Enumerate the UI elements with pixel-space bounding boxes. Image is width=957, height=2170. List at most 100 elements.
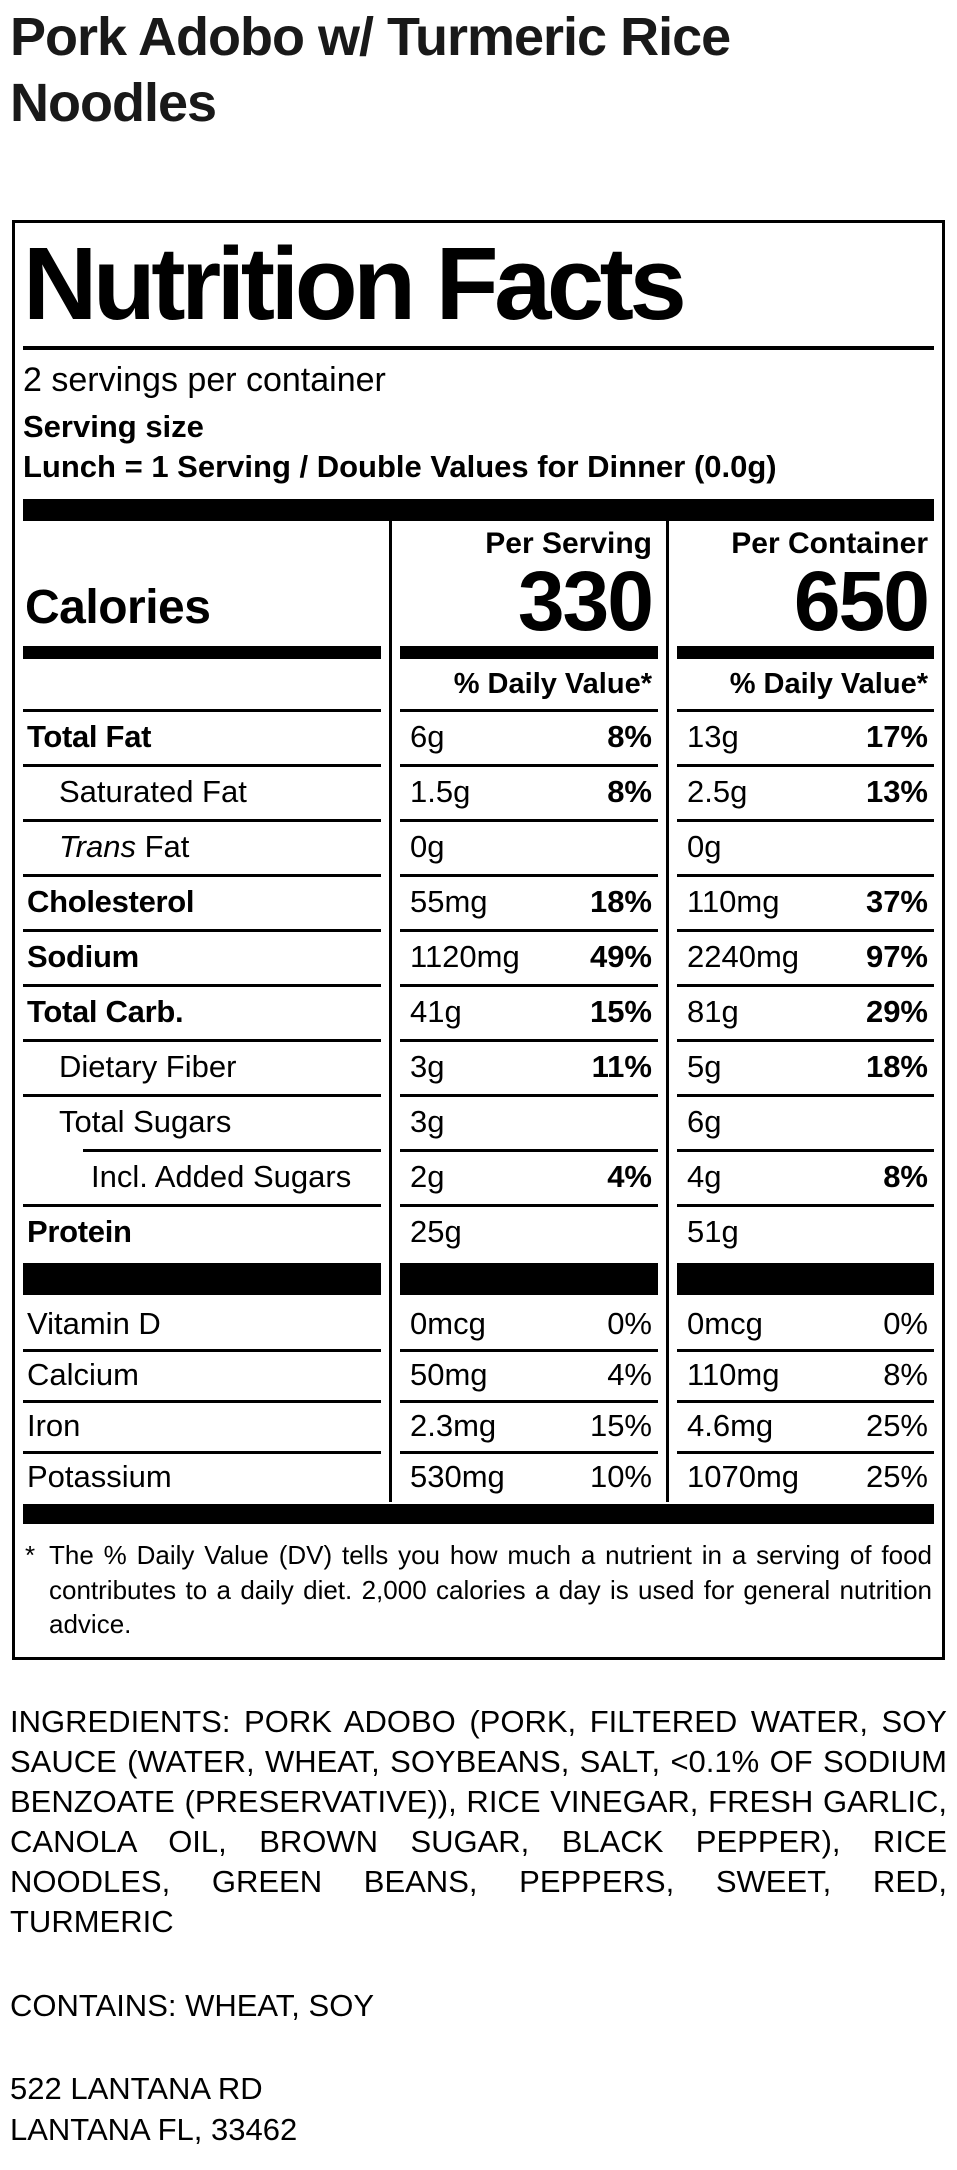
nutrient-name-cell: Total Fat <box>23 709 381 764</box>
calories-per-serving-cell: Per Serving 330 <box>400 527 658 648</box>
nutrient-dv-per-container: 17% <box>865 718 928 754</box>
nutrient-name-cell: Cholesterol <box>23 874 381 929</box>
nutrient-name: Calcium <box>27 1356 139 1392</box>
per-container-cell: 2.5g 13% <box>677 764 934 819</box>
nutrient-amount-per-serving: 41g <box>410 993 462 1029</box>
nutrient-dv-per-container: 13% <box>865 773 928 809</box>
per-serving-cell: 25g <box>400 1204 658 1259</box>
serving-size-value: Lunch = 1 Serving / Double Values for Di… <box>23 448 777 484</box>
per-container-cell: 2240mg 97% <box>677 929 934 984</box>
nutrient-dv-per-serving: 49% <box>589 938 652 974</box>
per-container-cell: 13g 17% <box>677 709 934 764</box>
per-container-cell: 4g 8% <box>677 1149 934 1204</box>
nutrient-amount-per-serving: 1.5g <box>410 773 471 809</box>
nutrient-name: Vitamin D <box>27 1305 161 1341</box>
address-line-2: LANTANA FL, 33462 <box>10 2112 298 2148</box>
nutrient-row: Protein 25g 51g <box>23 1204 934 1259</box>
nutrient-amount-per-container: 110mg <box>687 1356 780 1392</box>
nutrient-dv-per-serving: 11% <box>591 1048 652 1084</box>
nutrient-name: Potassium <box>27 1458 172 1494</box>
nutrient-amount-per-serving: 2.3mg <box>410 1407 497 1443</box>
nutrient-row: Total Fat 6g 8% 13g 17% <box>23 709 934 764</box>
nutrient-dv-per-serving: 18% <box>589 883 652 919</box>
nutrient-name-cell: Calcium <box>23 1349 381 1400</box>
nutrient-amount-per-container: 6g <box>687 1103 722 1139</box>
nutrient-row: Saturated Fat 1.5g 8% 2.5g 13% <box>23 764 934 819</box>
calories-underline-serving <box>400 646 658 660</box>
calories-label: Calories <box>25 581 211 635</box>
nutrient-dv-per-serving: 0% <box>607 1305 652 1341</box>
nutrient-amount-per-container: 0g <box>687 828 722 864</box>
nutrient-amount-per-container: 4.6mg <box>687 1407 774 1443</box>
nutrient-amount-per-serving: 50mg <box>410 1356 488 1392</box>
nutrient-name: Iron <box>27 1407 81 1443</box>
per-container-cell: 4.6mg 25% <box>677 1400 934 1451</box>
nutrient-dv-per-serving: 4% <box>607 1356 652 1392</box>
calories-per-container-cell: Per Container 650 <box>677 527 934 648</box>
nutrient-name: Dietary Fiber <box>59 1048 237 1084</box>
per-serving-cell: 3g <box>400 1094 658 1149</box>
per-container-cell: 81g 29% <box>677 984 934 1039</box>
thick-separator-bar-top <box>23 499 934 522</box>
nutrient-amount-per-container: 1070mg <box>687 1458 800 1494</box>
nutrient-row: Iron 2.3mg 15% 4.6mg 25% <box>23 1400 934 1451</box>
nutrient-dv-per-container: 29% <box>865 993 928 1029</box>
nutrient-dv-per-container: 97% <box>865 938 928 974</box>
header-rule <box>23 346 934 351</box>
nutrient-name: Total Fat <box>27 718 152 754</box>
nutrient-name: Trans Fat <box>59 828 190 864</box>
nutrient-name-cell: Sodium <box>23 929 381 984</box>
nutrient-amount-per-container: 2240mg <box>687 938 800 974</box>
calories-per-serving-value: 330 <box>517 553 654 648</box>
nutrient-name-cell: Vitamin D <box>23 1298 381 1349</box>
nutrient-amount-per-serving: 0mcg <box>410 1305 486 1341</box>
per-container-cell: 51g <box>677 1204 934 1259</box>
nutrient-row: Total Sugars 3g 6g <box>23 1094 934 1149</box>
manufacturer-address: 522 LANTANA RD LANTANA FL, 33462 <box>10 2068 947 2150</box>
nutrient-amount-per-container: 110mg <box>687 883 780 919</box>
nutrient-amount-per-serving: 25g <box>410 1213 462 1249</box>
nutrient-amount-per-container: 0mcg <box>687 1305 763 1341</box>
nutrient-name: Total Carb. <box>27 993 184 1029</box>
vitamin-mineral-rows: Vitamin D 0mcg 0% 0mcg 0% Calcium 50mg 4… <box>23 1298 934 1502</box>
nutrient-dv-per-container: 25% <box>865 1407 928 1443</box>
daily-value-header-serving: % Daily Value* <box>453 667 652 700</box>
product-title: Pork Adobo w/ Turmeric Rice Noodles <box>10 7 731 133</box>
nutrient-amount-per-container: 4g <box>687 1158 722 1194</box>
per-container-cell: 110mg 8% <box>677 1349 934 1400</box>
per-serving-cell: 0mcg 0% <box>400 1298 658 1349</box>
footnote-text: The % Daily Value (DV) tells you how muc… <box>49 1540 932 1640</box>
nutrient-dv-per-container: 25% <box>865 1458 928 1494</box>
calories-per-container-value: 650 <box>793 553 930 648</box>
per-serving-cell: 530mg 10% <box>400 1451 658 1502</box>
nutrient-amount-per-container: 81g <box>687 993 739 1029</box>
nutrient-name-cell: Total Carb. <box>23 984 381 1039</box>
nutrient-row: Incl. Added Sugars 2g 4% 4g 8% <box>23 1149 934 1204</box>
nutrition-facts-title: Nutrition Facts <box>23 231 687 337</box>
daily-value-header-row: % Daily Value* % Daily Value* <box>23 659 934 709</box>
nutrient-dv-per-serving: 8% <box>607 718 652 754</box>
main-nutrient-rows: Total Fat 6g 8% 13g 17% Saturated Fat 1.… <box>23 709 934 1259</box>
per-serving-cell: 1.5g 8% <box>400 764 658 819</box>
product-label-page: Pork Adobo w/ Turmeric Rice Noodles Nutr… <box>0 4 957 2170</box>
nutrient-name-cell: Iron <box>23 1400 381 1451</box>
nutrient-amount-per-serving: 3g <box>410 1103 445 1139</box>
calories-underline-row <box>23 641 934 660</box>
per-serving-cell: 1120mg 49% <box>400 929 658 984</box>
nutrient-name-cell: Incl. Added Sugars <box>23 1149 381 1204</box>
nutrient-dv-per-container: 0% <box>883 1305 928 1341</box>
nutrient-dv-per-serving: 15% <box>589 993 652 1029</box>
per-container-cell: 110mg 37% <box>677 874 934 929</box>
nutrient-amount-per-container: 2.5g <box>687 773 748 809</box>
nutrient-amount-per-serving: 2g <box>410 1158 445 1194</box>
servings-per-container: 2 servings per container <box>23 361 386 400</box>
nutrient-amount-per-serving: 0g <box>410 828 445 864</box>
nutrient-name: Cholesterol <box>27 883 195 919</box>
per-container-header: Per Container <box>731 527 928 561</box>
footnote-asterisk: * <box>25 1540 36 1571</box>
nutrient-row: Total Carb. 41g 15% 81g 29% <box>23 984 934 1039</box>
nutrient-dv-per-container: 37% <box>865 883 928 919</box>
daily-value-footnote: * The % Daily Value (DV) tells you how m… <box>23 1524 934 1651</box>
per-serving-cell: 0g <box>400 819 658 874</box>
nutrient-dv-per-container: 8% <box>883 1356 928 1392</box>
